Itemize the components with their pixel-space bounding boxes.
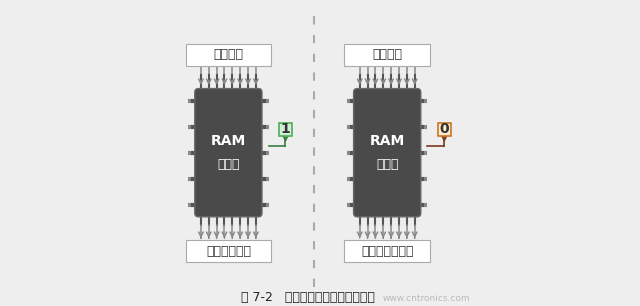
Text: 单元地址: 单元地址	[372, 48, 402, 62]
Text: RAM: RAM	[369, 134, 405, 148]
Text: 图 7-2   存储器包括读模式与写模式: 图 7-2 存储器包括读模式与写模式	[241, 291, 375, 304]
FancyBboxPatch shape	[438, 123, 451, 136]
Text: 0: 0	[440, 122, 449, 136]
FancyBboxPatch shape	[195, 88, 262, 217]
Text: 读模式: 读模式	[376, 158, 399, 171]
Text: RAM: RAM	[211, 134, 246, 148]
Text: www.cntronics.com: www.cntronics.com	[383, 294, 470, 303]
Text: 写模式: 写模式	[217, 158, 239, 171]
FancyBboxPatch shape	[186, 240, 271, 262]
FancyBboxPatch shape	[353, 88, 420, 217]
Text: 单元的新数据: 单元的新数据	[206, 244, 251, 258]
FancyBboxPatch shape	[344, 44, 430, 66]
FancyBboxPatch shape	[186, 44, 271, 66]
Text: 单元的当前数据: 单元的当前数据	[361, 244, 413, 258]
FancyBboxPatch shape	[279, 123, 292, 136]
Text: 1: 1	[280, 122, 291, 136]
FancyBboxPatch shape	[344, 240, 430, 262]
Text: 单元地址: 单元地址	[213, 48, 243, 62]
